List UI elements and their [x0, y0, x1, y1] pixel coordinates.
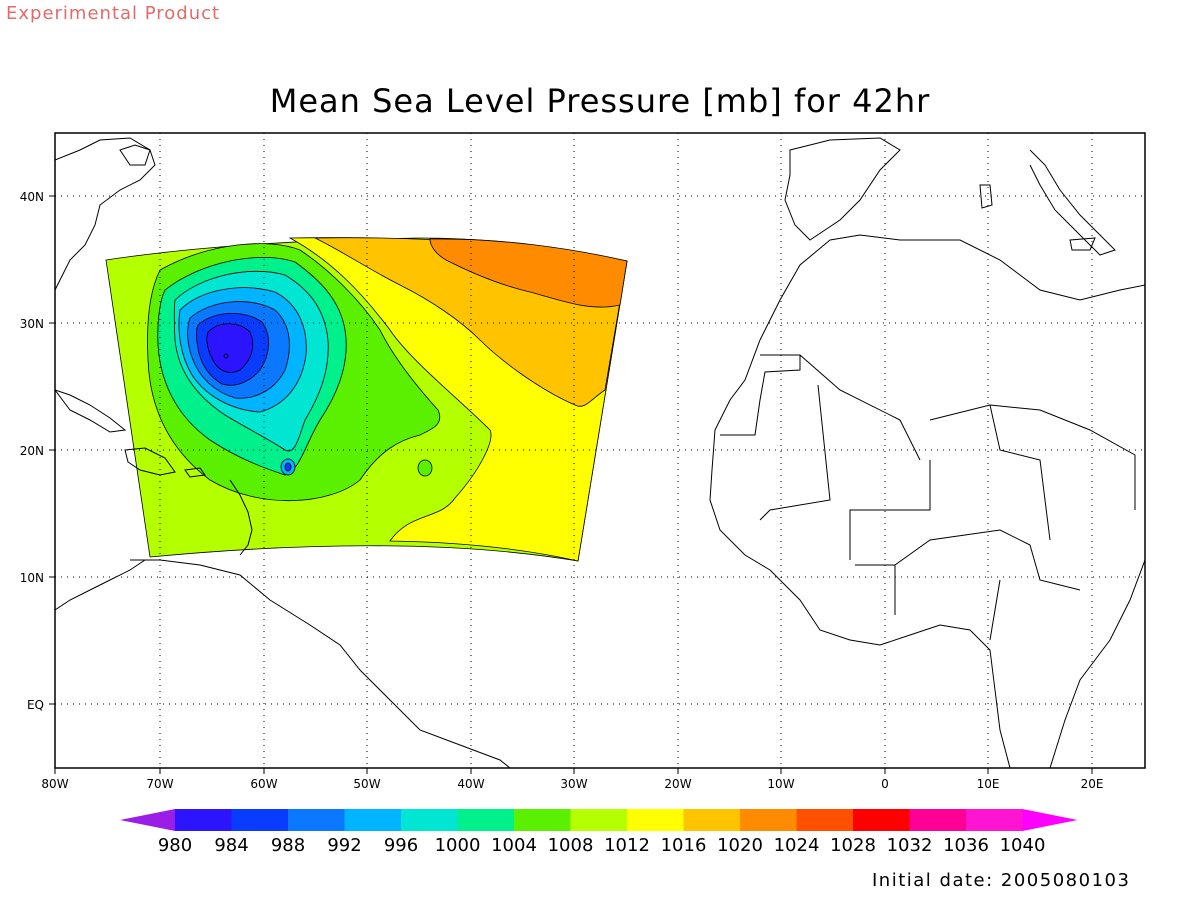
- hispaniola-coast: [124, 447, 176, 476]
- sardinia-coast: [979, 184, 993, 209]
- colorbar-label: 1000: [435, 835, 481, 856]
- colorbar-label: 1020: [717, 835, 763, 856]
- x-tick-label: 50W: [353, 777, 380, 791]
- axis-ticks: [49, 195, 1093, 774]
- colorbar-label: 992: [327, 835, 361, 856]
- initial-date-label: Initial date: 2005080103: [872, 870, 1131, 891]
- map-title: Mean Sea Level Pressure [mb] for 42hr: [269, 82, 931, 120]
- colorbar-label: 1024: [774, 835, 820, 856]
- colorbar-label: 984: [214, 835, 248, 856]
- y-tick-labels: 40N 30N 20N 10N EQ: [20, 190, 44, 712]
- y-tick-label: 40N: [20, 190, 44, 204]
- colorbar-swatch: [796, 809, 854, 831]
- x-tick-label: 60W: [250, 777, 277, 791]
- x-tick-label: 70W: [146, 777, 173, 791]
- colorbar-swatch: [627, 809, 684, 831]
- colorbar-swatch: [683, 809, 741, 831]
- field-984-core: [206, 323, 254, 373]
- x-tick-label: 80W: [41, 777, 68, 791]
- coastlines: [55, 137, 1145, 768]
- colorbar-swatch: [175, 809, 232, 831]
- colorbar-swatch: [288, 809, 345, 831]
- colorbar-label: 1016: [661, 835, 707, 856]
- experimental-product-label: Experimental Product: [6, 3, 221, 24]
- africa-borders: [720, 354, 1136, 641]
- x-tick-label: 20E: [1081, 777, 1104, 791]
- field-1024-band: [429, 238, 628, 308]
- italy-coast: [1029, 149, 1116, 256]
- colorbar-label: 988: [271, 835, 305, 856]
- colorbar-label: 1032: [887, 835, 933, 856]
- y-tick-label: EQ: [27, 698, 44, 712]
- y-tick-label: 30N: [20, 317, 44, 331]
- caribbean-islands: [229, 479, 253, 556]
- low-center-marker: [223, 353, 229, 359]
- newfoundland-coast: [119, 144, 151, 166]
- x-tick-label: 0: [881, 777, 889, 791]
- colorbar-swatch: [853, 809, 910, 831]
- puerto-rico-coast: [184, 467, 206, 478]
- colorbar-label: 1028: [830, 835, 876, 856]
- y-tick-label: 20N: [20, 444, 44, 458]
- colorbar-label: 980: [158, 835, 192, 856]
- colorbar-label: 1008: [548, 835, 594, 856]
- colorbar-label: 996: [384, 835, 418, 856]
- colorbar-swatch: [570, 809, 628, 831]
- colorbar-swatch: [344, 809, 402, 831]
- colorbar-label: 1036: [943, 835, 989, 856]
- colorbar-swatch: [740, 809, 797, 831]
- colorbar-label: 1012: [604, 835, 650, 856]
- colorbar: 980 984 988 992 996 1000 1004 1008 1012 1016 1020 1…: [120, 809, 1078, 856]
- north-america-coast: [55, 137, 156, 291]
- colorbar-swatch: [909, 809, 967, 831]
- central-america-coast: [55, 559, 146, 611]
- africa-coast: [709, 234, 1145, 768]
- cuba-coast: [55, 389, 127, 433]
- colorbar-right-arrow: [1022, 809, 1078, 831]
- colorbar-label: 1004: [491, 835, 537, 856]
- x-tick-label: 10W: [767, 777, 794, 791]
- colorbar-left-arrow: [120, 809, 175, 831]
- colorbar-swatch: [966, 809, 1023, 831]
- field-1008-small-cell: [417, 459, 433, 477]
- colorbar-swatch: [457, 809, 515, 831]
- colorbar-swatch: [231, 809, 289, 831]
- x-tick-label: 30W: [560, 777, 587, 791]
- africa-east-coast: [1049, 559, 1145, 768]
- x-tick-labels: 80W 70W 60W 50W 40W 30W 20W 10W 0 10E 20…: [41, 777, 1103, 791]
- x-tick-label: 40W: [457, 777, 484, 791]
- iberia-coast: [784, 137, 901, 241]
- secondary-low-inner: [284, 462, 292, 472]
- x-tick-label: 10E: [977, 777, 1000, 791]
- colorbar-swatch: [514, 809, 571, 831]
- colorbar-label: 1040: [1000, 835, 1046, 856]
- y-tick-label: 10N: [20, 571, 44, 585]
- x-tick-label: 20W: [664, 777, 691, 791]
- colorbar-swatch: [401, 809, 458, 831]
- south-america-coast: [130, 559, 511, 768]
- sicily-coast: [1069, 237, 1096, 251]
- pressure-field: [105, 237, 628, 562]
